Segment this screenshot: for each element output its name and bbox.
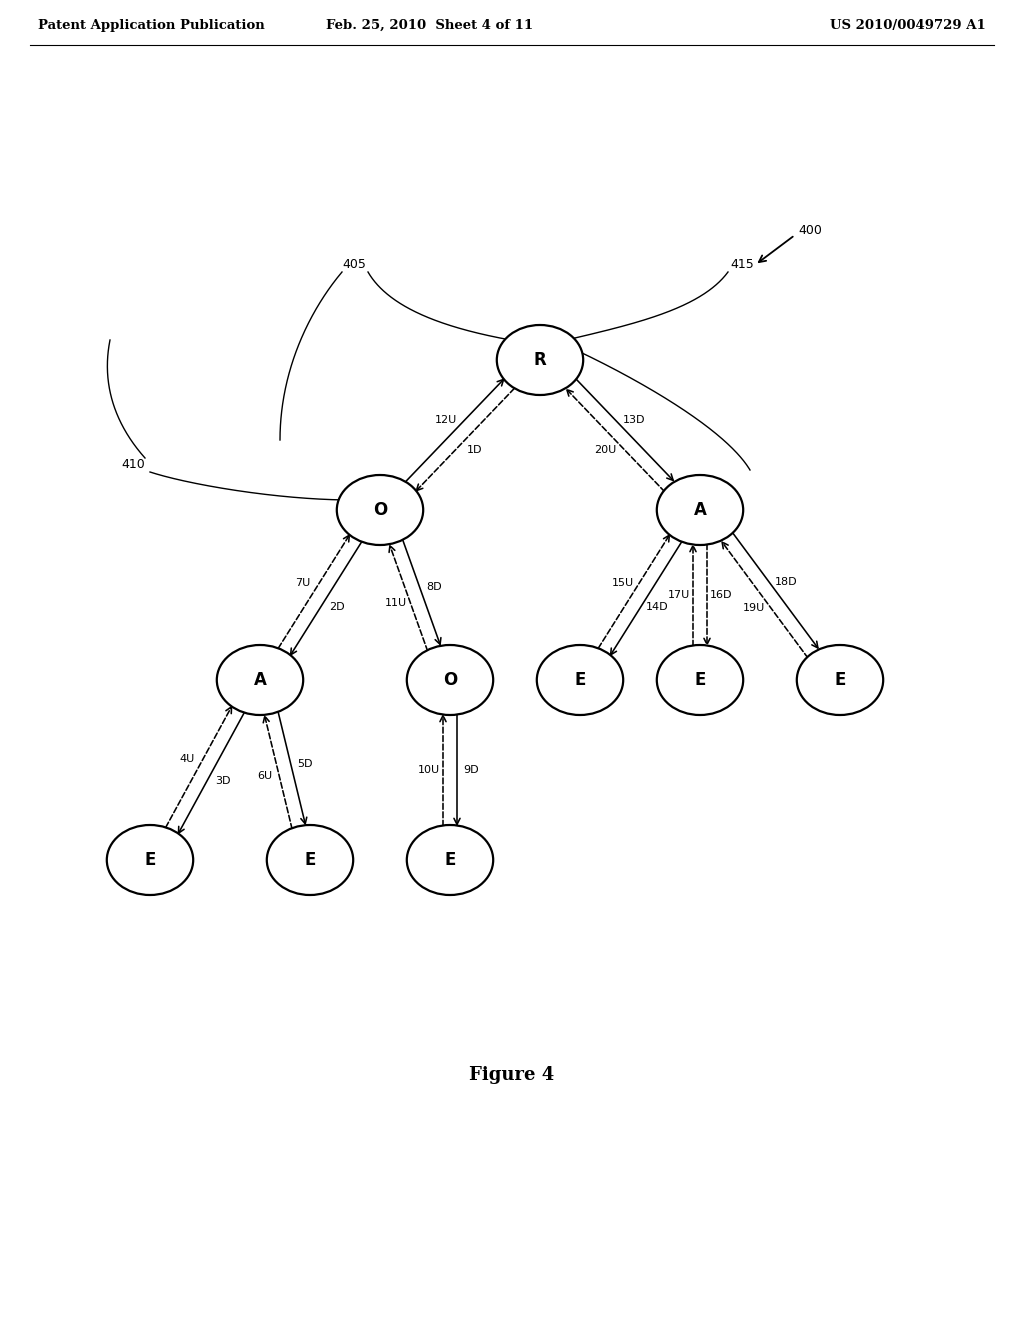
Text: 10U: 10U xyxy=(418,766,440,775)
Text: 400: 400 xyxy=(798,223,822,236)
Text: E: E xyxy=(304,851,315,869)
Text: 5D: 5D xyxy=(298,759,313,770)
Ellipse shape xyxy=(537,645,624,715)
Text: 17U: 17U xyxy=(668,590,690,601)
Text: 7U: 7U xyxy=(295,578,310,587)
Text: 2D: 2D xyxy=(330,602,345,612)
Text: R: R xyxy=(534,351,547,370)
Text: A: A xyxy=(693,502,707,519)
Text: 19U: 19U xyxy=(742,603,765,614)
Text: 15U: 15U xyxy=(611,578,634,587)
Ellipse shape xyxy=(337,475,423,545)
Text: E: E xyxy=(835,671,846,689)
Ellipse shape xyxy=(106,825,194,895)
Text: 9D: 9D xyxy=(463,766,479,775)
Text: 4U: 4U xyxy=(179,754,195,764)
Text: 18D: 18D xyxy=(775,577,798,586)
Text: E: E xyxy=(574,671,586,689)
Text: 12U: 12U xyxy=(434,414,457,425)
Text: Feb. 25, 2010  Sheet 4 of 11: Feb. 25, 2010 Sheet 4 of 11 xyxy=(327,18,534,32)
Text: O: O xyxy=(442,671,457,689)
Text: 13D: 13D xyxy=(624,414,645,425)
Text: 20U: 20U xyxy=(595,445,616,455)
Text: 11U: 11U xyxy=(385,598,407,609)
Text: 405: 405 xyxy=(342,259,366,272)
Text: A: A xyxy=(254,671,266,689)
Text: E: E xyxy=(444,851,456,869)
Text: 410: 410 xyxy=(121,458,145,471)
Text: 8D: 8D xyxy=(427,582,442,591)
Ellipse shape xyxy=(497,325,584,395)
Text: 16D: 16D xyxy=(710,590,732,601)
Ellipse shape xyxy=(797,645,883,715)
Ellipse shape xyxy=(267,825,353,895)
Text: O: O xyxy=(373,502,387,519)
Text: Figure 4: Figure 4 xyxy=(469,1067,555,1084)
Text: 3D: 3D xyxy=(215,776,230,785)
Text: 6U: 6U xyxy=(257,771,272,780)
Text: US 2010/0049729 A1: US 2010/0049729 A1 xyxy=(830,18,986,32)
Text: 1D: 1D xyxy=(467,445,482,455)
Ellipse shape xyxy=(656,645,743,715)
Text: Patent Application Publication: Patent Application Publication xyxy=(38,18,265,32)
Ellipse shape xyxy=(656,475,743,545)
Ellipse shape xyxy=(407,825,494,895)
Text: E: E xyxy=(694,671,706,689)
Ellipse shape xyxy=(217,645,303,715)
Text: 415: 415 xyxy=(730,259,754,272)
Text: E: E xyxy=(144,851,156,869)
Text: 14D: 14D xyxy=(646,602,669,612)
Ellipse shape xyxy=(407,645,494,715)
